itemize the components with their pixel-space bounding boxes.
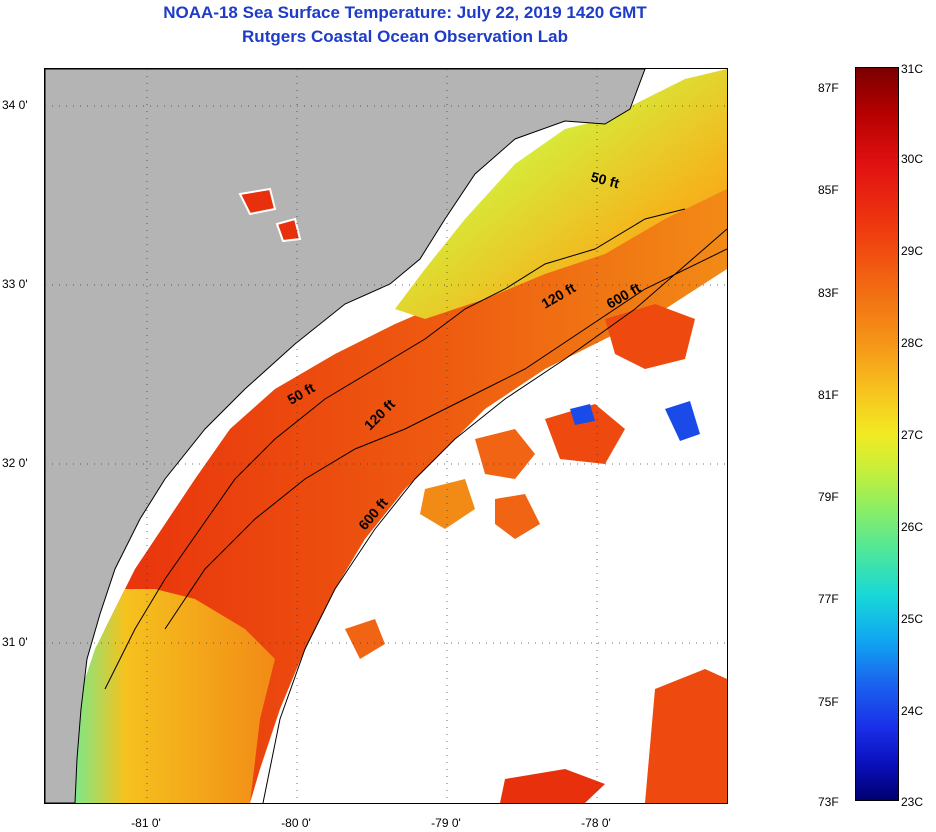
isobath-120ft xyxy=(164,248,727,630)
colorbar-label-23c: 23C xyxy=(901,795,924,809)
colorbar-label-24c: 24C xyxy=(901,704,924,718)
colorbar-label-29c: 29C xyxy=(901,244,924,258)
colorbar-label-25c: 25C xyxy=(901,612,924,626)
lat-label-31: 31 0' xyxy=(2,635,28,649)
colorbar-label-75f: 75F xyxy=(818,695,839,709)
offshore-patch xyxy=(500,769,605,803)
colorbar-label-81f: 81F xyxy=(818,388,839,402)
colorbar-label-28c: 28C xyxy=(901,336,924,350)
isobath-50ft xyxy=(104,208,686,690)
offshore-patch xyxy=(665,401,700,441)
nearshore-water-north xyxy=(395,69,727,319)
temperature-colorbar xyxy=(855,67,899,801)
offshore-patch xyxy=(475,429,535,479)
lon-label-79: -79 0' xyxy=(431,816,461,830)
offshore-patch xyxy=(545,404,625,464)
land-mass xyxy=(45,69,646,803)
colorbar-label-83f: 83F xyxy=(818,286,839,300)
lon-label-78: -78 0' xyxy=(581,816,611,830)
lon-label-80: -80 0' xyxy=(281,816,311,830)
offshore-patch xyxy=(605,304,695,369)
offshore-patch xyxy=(570,404,595,425)
offshore-patch xyxy=(645,669,727,803)
colorbar-label-73f: 73F xyxy=(818,795,839,809)
colorbar-label-85f: 85F xyxy=(818,183,839,197)
lat-label-32: 32 0' xyxy=(2,456,28,470)
colorbar-label-87f: 87F xyxy=(818,81,839,95)
map-subtitle: Rutgers Coastal Ocean Observation Lab xyxy=(242,27,568,46)
colorbar-label-77f: 77F xyxy=(818,592,839,606)
colorbar-label-31c: 31C xyxy=(901,62,924,76)
offshore-patch xyxy=(495,494,540,539)
isobath-600ft xyxy=(262,228,727,803)
lat-label-33: 33 0' xyxy=(2,277,28,291)
inland-lake xyxy=(275,217,302,243)
offshore-patch xyxy=(345,619,385,659)
inland-lake xyxy=(238,187,277,216)
sst-map-canvas: 50 ft 120 ft 600 ft 50 ft 120 ft 600 ft xyxy=(45,69,727,803)
colorbar-label-30c: 30C xyxy=(901,152,924,166)
colorbar-label-26c: 26C xyxy=(901,520,924,534)
map-title: NOAA-18 Sea Surface Temperature: July 22… xyxy=(163,3,647,22)
colorbar-label-79f: 79F xyxy=(818,490,839,504)
lat-label-34: 34 0' xyxy=(2,98,28,112)
lon-label-81: -81 0' xyxy=(131,816,161,830)
sst-map: 50 ft 120 ft 600 ft 50 ft 120 ft 600 ft xyxy=(44,68,728,804)
nearshore-water-south xyxy=(75,589,275,803)
colorbar-label-27c: 27C xyxy=(901,428,924,442)
